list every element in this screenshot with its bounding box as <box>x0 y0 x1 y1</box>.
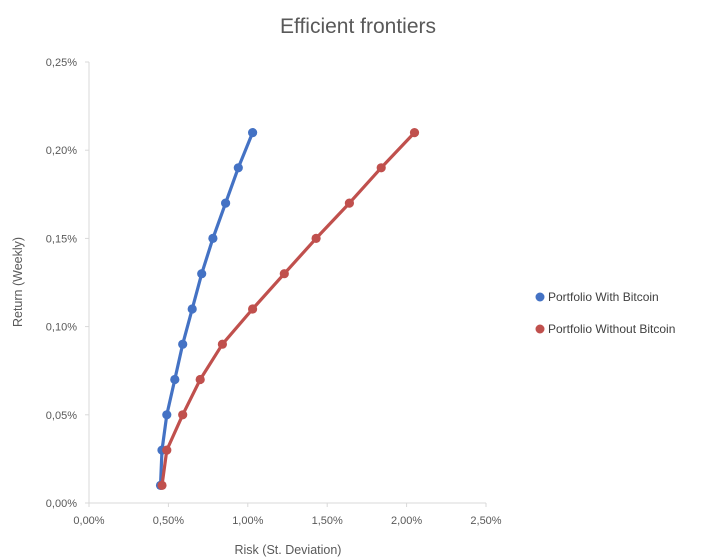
data-point <box>187 304 197 314</box>
legend-label-with-bitcoin: Portfolio With Bitcoin <box>548 290 659 304</box>
data-point <box>248 304 258 314</box>
x-tick-labels: 0,00% 0,50% 1,00% 1,50% 2,00% 2,50% <box>73 503 502 527</box>
data-point <box>162 410 172 420</box>
data-point <box>195 374 205 385</box>
y-tick-label: 0,10% <box>46 322 77 334</box>
data-point <box>279 269 289 279</box>
data-point <box>217 339 227 349</box>
data-point <box>248 128 258 138</box>
y-tick-label: 0,20% <box>46 145 77 157</box>
legend-item-without-bitcoin: Portfolio Without Bitcoin <box>535 322 675 336</box>
y-tick-labels: 0,00% 0,05% 0,10% 0,15% 0,20% 0,25% <box>46 57 89 510</box>
y-tick-label: 0,25% <box>46 57 77 69</box>
x-tick-label: 2,00% <box>391 515 422 527</box>
legend-label-without-bitcoin: Portfolio Without Bitcoin <box>548 322 675 336</box>
y-axis-label: Return (Weekly) <box>11 237 25 327</box>
data-point <box>162 445 172 455</box>
data-point <box>376 163 386 173</box>
x-tick-label: 2,50% <box>470 515 501 527</box>
data-point <box>233 163 243 173</box>
y-tick-label: 0,00% <box>46 498 77 510</box>
data-point <box>221 198 231 208</box>
x-tick-label: 1,50% <box>312 515 343 527</box>
data-point <box>178 339 188 349</box>
legend: Portfolio With Bitcoin Portfolio Without… <box>535 290 675 336</box>
legend-marker-with-bitcoin <box>535 292 545 302</box>
series-with-bitcoin <box>155 128 258 490</box>
legend-item-with-bitcoin: Portfolio With Bitcoin <box>535 290 659 304</box>
data-point <box>197 269 207 279</box>
y-tick-label: 0,15% <box>46 233 77 245</box>
data-point <box>344 198 354 208</box>
series-line <box>160 131 417 487</box>
series-without-bitcoin <box>157 128 420 490</box>
legend-marker-without-bitcoin <box>535 324 545 334</box>
data-point <box>208 233 218 243</box>
data-point <box>170 374 180 385</box>
data-point <box>409 128 420 138</box>
y-tick-label: 0,05% <box>46 410 77 422</box>
x-tick-label: 1,00% <box>232 515 263 527</box>
x-axis-label: Risk (St. Deviation) <box>235 543 342 557</box>
series-layer <box>155 128 420 490</box>
x-tick-label: 0,00% <box>73 515 104 527</box>
axes <box>88 62 486 504</box>
data-point <box>157 480 167 490</box>
data-point <box>311 233 321 243</box>
chart-title: Efficient frontiers <box>280 15 436 38</box>
x-tick-label: 0,50% <box>153 515 184 527</box>
data-point <box>178 410 188 420</box>
